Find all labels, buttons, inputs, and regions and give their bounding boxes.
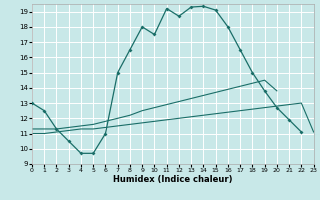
X-axis label: Humidex (Indice chaleur): Humidex (Indice chaleur) [113, 175, 233, 184]
